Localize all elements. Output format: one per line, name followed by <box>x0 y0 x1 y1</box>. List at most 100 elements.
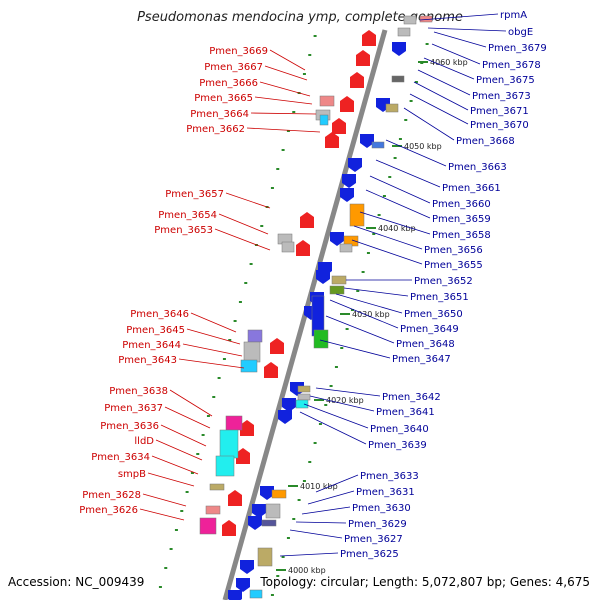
left-gene-label: Pmen_3637 <box>104 403 163 414</box>
track-dot <box>345 328 349 330</box>
gene-arrow <box>300 212 314 228</box>
left-gene-label: Pmen_3664 <box>190 109 249 120</box>
track-dot <box>281 556 285 558</box>
gene-arrow <box>356 50 370 66</box>
track-dot <box>329 385 333 387</box>
leader-line <box>375 159 441 188</box>
left-gene-label: Pmen_3665 <box>194 93 253 104</box>
leader-line <box>335 293 403 314</box>
track-dot <box>286 537 290 539</box>
leader-line <box>142 493 187 507</box>
gene-box <box>371 141 385 149</box>
track-dot <box>372 233 376 235</box>
gene-arrow <box>332 118 346 134</box>
leader-line <box>427 27 507 32</box>
gene-arrow <box>348 158 362 172</box>
track-dot <box>164 567 168 569</box>
leader-line <box>186 328 241 345</box>
kbp-tick-label: 4030 kbp <box>352 310 390 319</box>
leader-line <box>353 225 423 250</box>
gene-arrow <box>240 420 254 436</box>
gene-box <box>209 483 225 491</box>
right-gene-label: Pmen_3675 <box>476 75 535 86</box>
gene-arrow <box>278 410 292 424</box>
gene-box <box>329 285 345 295</box>
leader-line <box>359 211 431 235</box>
right-gene-label: Pmen_3625 <box>340 549 399 560</box>
leader-line <box>303 403 369 429</box>
right-gene-label: Pmen_3629 <box>348 519 407 530</box>
leader-line <box>147 472 195 487</box>
leader-line <box>315 387 381 397</box>
right-gene-label: Pmen_3630 <box>352 503 411 514</box>
leader-line <box>295 521 347 524</box>
kbp-tick-label: 4000 kbp <box>288 566 326 575</box>
track-dot <box>404 119 408 121</box>
left-gene-label: Pmen_3636 <box>100 421 159 432</box>
gene-arrow <box>290 382 304 396</box>
left-gene-label: lldD <box>134 436 154 447</box>
track-dot <box>308 461 312 463</box>
gene-box <box>225 415 243 431</box>
leader-line <box>169 389 213 417</box>
left-gene-label: Pmen_3634 <box>91 452 150 463</box>
track-dot <box>302 480 306 482</box>
gene-box <box>331 275 347 285</box>
right-gene-label: Pmen_3640 <box>370 424 429 435</box>
track-dot <box>228 339 232 341</box>
gene-arrow <box>228 490 242 506</box>
gene-box <box>313 329 329 349</box>
right-gene-label: Pmen_3633 <box>360 471 419 482</box>
gene-arrow <box>360 134 374 148</box>
leader-line <box>325 315 395 344</box>
right-gene-label: Pmen_3658 <box>432 230 491 241</box>
leader-line <box>246 127 321 133</box>
leader-line <box>315 474 359 493</box>
gene-arrow <box>270 338 284 354</box>
kbp-tick-label: 4010 kbp <box>300 482 338 491</box>
genome-title: Pseudomonas mendocina ymp, complete geno… <box>137 10 463 25</box>
track-dot <box>270 594 274 596</box>
right-gene-label: Pmen_3651 <box>410 292 469 303</box>
leader-line <box>301 506 351 515</box>
gene-arrow <box>236 448 250 464</box>
topology-text: Topology: circular; Length: 5,072,807 bp… <box>260 575 590 589</box>
leader-line <box>155 439 203 461</box>
track-dot <box>324 404 328 406</box>
right-gene-label: Pmen_3631 <box>356 487 415 498</box>
gene-arrow <box>260 486 274 500</box>
gene-box <box>240 359 258 373</box>
leader-line <box>365 189 431 219</box>
gene-box <box>261 519 277 527</box>
left-gene-label: Pmen_3646 <box>130 309 189 320</box>
gene-arrow <box>316 270 330 284</box>
track-dot <box>356 290 360 292</box>
gene-arrow <box>330 232 344 246</box>
gene-box <box>271 489 287 499</box>
left-gene-label: Pmen_3662 <box>186 124 245 135</box>
leader-line <box>403 107 455 141</box>
gene-box <box>391 75 405 83</box>
left-gene-label: Pmen_3654 <box>158 210 217 221</box>
kbp-tick-label: 4050 kbp <box>404 142 442 151</box>
gene-arrow <box>264 362 278 378</box>
gene-arrow <box>252 504 266 518</box>
leader-line <box>307 490 355 505</box>
track-dot <box>281 149 285 151</box>
right-gene-label: Pmen_3627 <box>344 534 403 545</box>
right-gene-label: Pmen_3663 <box>448 162 507 173</box>
track-dot <box>334 366 338 368</box>
leader-line <box>413 81 469 111</box>
leader-line <box>139 508 185 521</box>
leader-line <box>250 112 317 115</box>
leader-line <box>218 213 269 235</box>
gene-box <box>297 393 311 401</box>
accession-text: Accession: NC_009439 <box>8 575 145 589</box>
track-dot <box>201 434 205 436</box>
left-gene-label: Pmen_3644 <box>122 340 181 351</box>
gene-box <box>295 399 309 409</box>
gene-arrow <box>282 398 296 412</box>
leader-line <box>279 552 339 557</box>
leader-line <box>299 411 367 445</box>
